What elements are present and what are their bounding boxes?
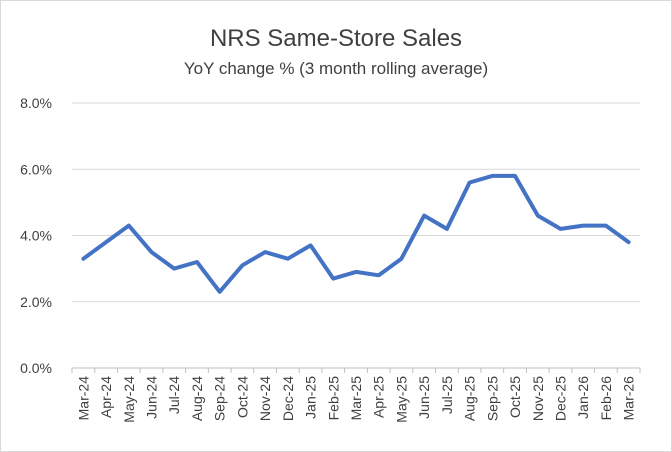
x-tick-label: May-24 xyxy=(121,376,137,423)
x-axis-ticks: Mar-24 Apr-24 May-24 Jun-24 Jul-24 Aug-24 Sep-… xyxy=(71,368,641,423)
x-tick-label: Mar-25 xyxy=(348,376,364,421)
x-tick-label: Aug-24 xyxy=(189,376,205,421)
gridlines xyxy=(72,102,640,369)
x-tick-label: Feb-26 xyxy=(598,376,614,421)
x-tick-label: Jul-25 xyxy=(439,376,455,414)
y-tick-label: 4.0% xyxy=(20,228,52,244)
x-tick-label: Nov-25 xyxy=(530,376,546,421)
chart-title: NRS Same-Store Sales xyxy=(210,25,462,52)
y-tick-label: 2.0% xyxy=(20,294,52,310)
y-tick-label: 6.0% xyxy=(20,161,52,177)
x-tick-label: Nov-24 xyxy=(257,376,273,421)
x-tick-label: Sep-24 xyxy=(212,376,228,421)
x-tick-label: Dec-25 xyxy=(552,376,568,421)
x-tick-label: May-25 xyxy=(393,376,409,423)
x-tick-label: Jun-24 xyxy=(144,376,160,419)
series-line xyxy=(81,173,631,294)
x-tick-label: Oct-25 xyxy=(507,376,523,418)
chart-subtitle: YoY change % (3 month rolling average) xyxy=(184,59,488,78)
series-group xyxy=(81,173,631,294)
x-tick-label: Aug-25 xyxy=(462,376,478,421)
x-tick-label: Oct-24 xyxy=(234,376,250,418)
y-tick-label: 8.0% xyxy=(20,95,52,111)
x-tick-label: Apr-25 xyxy=(371,376,387,418)
y-tick-label: 0.0% xyxy=(20,360,52,376)
x-tick-label: Jan-25 xyxy=(303,376,319,419)
x-tick-label: Sep-25 xyxy=(484,376,500,421)
x-tick-label: Mar-24 xyxy=(75,376,91,421)
x-tick-label: Apr-24 xyxy=(98,376,114,418)
x-tick-label: Jan-26 xyxy=(575,376,591,419)
x-tick-label: Dec-24 xyxy=(280,376,296,421)
x-tick-label: Feb-25 xyxy=(325,376,341,421)
x-tick-label: Jul-24 xyxy=(166,376,182,414)
x-tick-label: Jun-25 xyxy=(416,376,432,419)
y-axis-ticks: 0.0% 2.0% 4.0% 6.0% 8.0% xyxy=(20,95,52,376)
x-tick-label: Mar-26 xyxy=(621,376,637,421)
